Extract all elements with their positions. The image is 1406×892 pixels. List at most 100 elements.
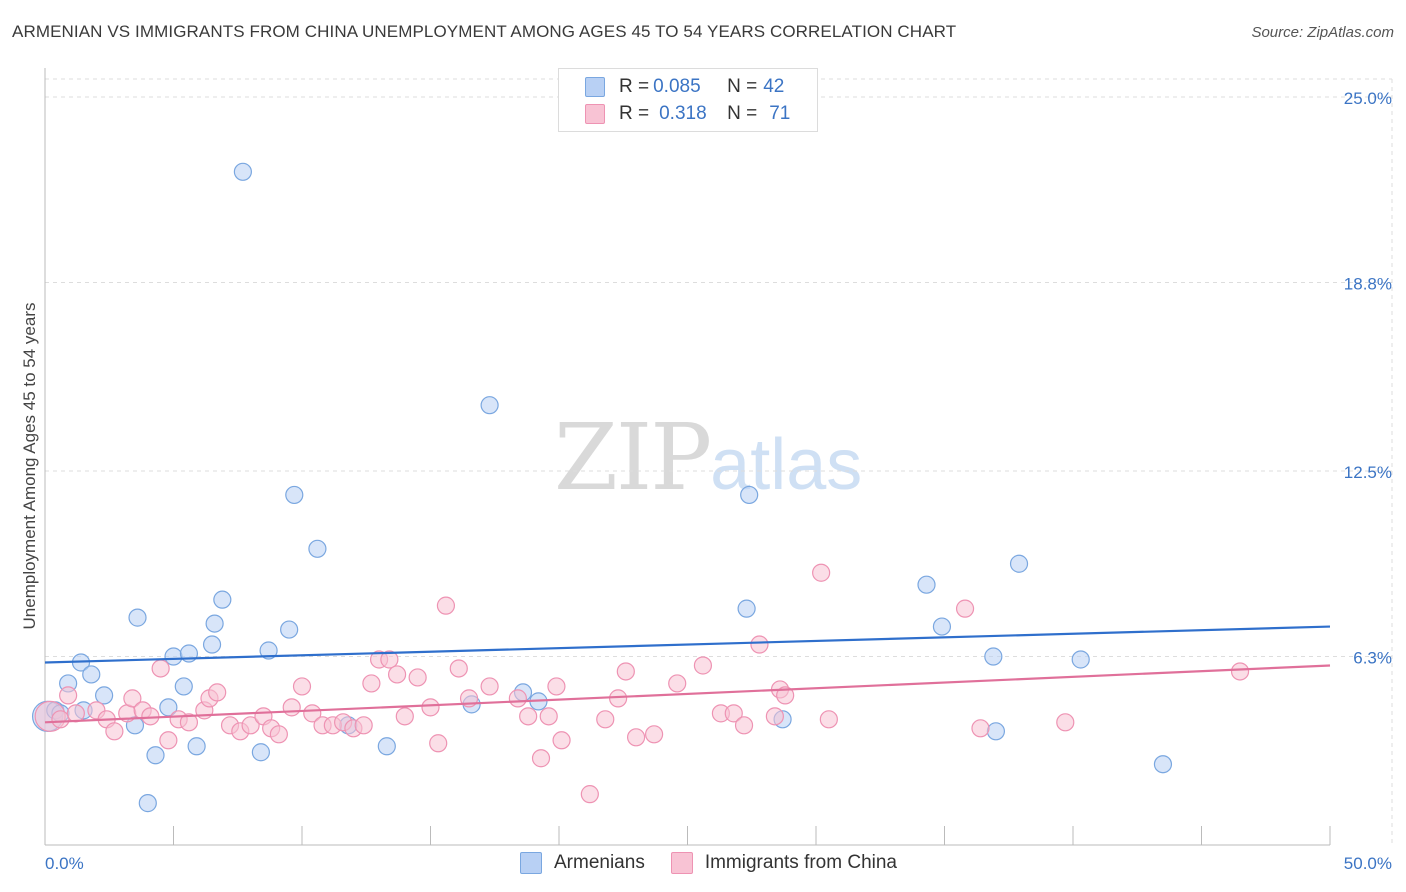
china-point-31 [354,716,373,735]
china-point-38 [421,698,440,717]
armenians-point-37 [984,647,1003,666]
china-point-66 [819,710,838,729]
china-point-49 [552,731,571,750]
armenians-point-40 [1071,650,1090,669]
armenians-point-10 [146,746,165,765]
armenians-legend-label: Armenians [554,852,645,873]
china-point-44 [508,689,527,708]
armenians-point-13 [174,677,193,696]
armenians-point-24 [138,794,157,813]
china-point-17 [208,683,227,702]
x-tick-label-max: 50.0% [1344,854,1392,873]
china-point-37 [408,668,427,687]
armenians-trend-line [44,625,1331,664]
china-point-25 [292,677,312,696]
china-trend-line [44,664,1331,724]
china-point-60 [734,716,754,735]
watermark-zip: ZIP [554,404,712,511]
china-point-55 [644,725,664,744]
legend-row-china: R = 0.318 N = 71 [585,101,790,127]
armenians-point-33 [740,485,759,505]
china-point-34 [380,650,399,669]
armenians-point-15 [187,737,206,756]
china-point-3 [66,704,85,723]
source-label: Source: ZipAtlas.com [1251,24,1394,41]
china-point-45 [519,707,538,726]
china-point-23 [269,725,288,744]
armenians-point-41 [1153,755,1173,774]
armenians-point-12 [164,647,183,666]
china-r-value: 0.318 [659,103,707,124]
armenians-point-26 [480,396,499,415]
china-point-8 [123,689,142,708]
china-point-47 [539,707,558,726]
legend-item-armenians: Armenians [520,852,645,874]
armenians-point-23 [308,539,327,558]
armenians-point-7 [95,686,114,705]
armenians-point-16 [202,635,222,654]
china-point-61 [750,635,769,654]
watermark-atlas: atlas [710,425,863,505]
china-point-48 [547,677,566,696]
china-point-43 [480,677,499,696]
china-r-label: R = [619,103,650,124]
tick-labels: 6.3% 12.5% 18.8% 25.0% 0.0% 50.0% [45,89,1392,873]
china-point-6 [105,722,124,741]
armenians-swatch [585,77,605,97]
china-point-52 [609,689,628,708]
china-point-53 [616,662,635,681]
china-point-70 [1230,662,1250,681]
china-point-69 [1056,713,1075,732]
china-legend-label: Immigrants from China [704,852,897,873]
y-tick-label-3: 25.0% [1344,89,1392,108]
watermark: ZIPatlas [554,404,862,511]
armenians-point-28 [377,737,396,756]
china-point-41 [449,659,468,678]
china-point-57 [693,656,713,675]
china-point-51 [596,710,615,729]
china-point-35 [387,665,407,684]
china-point-64 [776,686,795,705]
china-point-56 [668,674,687,693]
armenians-point-20 [259,641,278,660]
armenians-point-25 [233,162,252,181]
trend-lines [44,625,1331,724]
armenians-point-19 [251,743,270,762]
armenians-point-39 [1009,554,1029,573]
armenians-point-21 [280,620,299,639]
china-point-20 [241,716,260,735]
armenians-point-38 [986,722,1006,741]
series-legend: Armenians Immigrants from China [520,852,923,874]
armenians-n-label: N = [727,76,758,97]
china-point-11 [151,659,170,678]
y-tick-label-0: 6.3% [1353,649,1392,668]
armenians-point-17 [205,614,224,633]
china-n-label: N = [727,103,758,124]
china-point-2 [59,686,78,705]
china-point-12 [159,731,178,750]
armenians-point-9 [128,608,147,627]
china-point-67 [955,599,975,618]
armenians-r-value: 0.085 [653,76,701,97]
china-point-1 [51,710,70,729]
armenians-point-18 [213,590,232,609]
x-tick-label-min: 0.0% [45,854,84,873]
china-point-40 [436,596,456,615]
china-point-32 [362,674,381,693]
china-point-36 [395,707,414,726]
armenians-point-32 [737,599,756,618]
armenians-point-35 [917,575,936,594]
armenians-point-36 [932,617,952,636]
china-point-50 [580,785,599,804]
china-point-62 [765,707,784,726]
armenians-n-value: 42 [763,76,785,97]
china-point-24 [282,698,301,717]
china-point-46 [531,749,551,768]
china-point-59 [724,704,743,723]
china-point-39 [429,734,448,753]
china-point-14 [179,713,199,732]
china-point-65 [812,563,831,582]
y-tick-label-2: 18.8% [1344,275,1392,294]
armenians-point-6 [82,665,101,684]
legend-row-armenians: R = 0.085 N = 42 [585,74,784,100]
